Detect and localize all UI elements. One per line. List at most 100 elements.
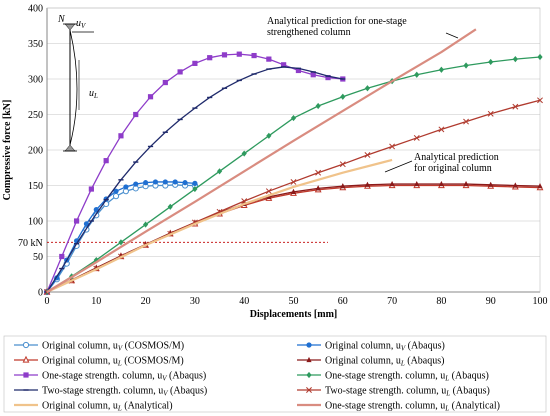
legend-item-3: Original column, uL (Abaqus) <box>297 356 444 368</box>
inset-ul-label: uL <box>89 88 98 100</box>
legend-marker <box>22 355 30 363</box>
data-point <box>192 180 198 186</box>
data-point <box>364 181 371 187</box>
series-line <box>46 184 195 293</box>
legend-marker <box>306 356 312 363</box>
series-0 <box>43 181 198 296</box>
x-tick-label: 40 <box>239 296 249 307</box>
y-tick-label: 150 <box>28 181 43 192</box>
series-8 <box>46 158 393 293</box>
legend-item-0: Original column, uV (COSMOS/M) <box>14 341 184 353</box>
legend-item-8: Original column, uL (Analytical) <box>14 401 173 413</box>
data-point <box>207 55 213 61</box>
x-tick-label: 30 <box>190 296 200 307</box>
series-line <box>46 158 393 293</box>
data-point <box>251 52 257 59</box>
annotation-text: strengthened column <box>267 27 351 38</box>
legend-item-2: Original column, uL (COSMOS/M) <box>14 356 184 368</box>
data-point <box>118 133 124 139</box>
series-line <box>46 181 195 293</box>
data-point <box>265 188 272 195</box>
legend: Original column, uV (COSMOS/M) Original c… <box>3 335 547 413</box>
data-point <box>310 72 316 78</box>
data-point <box>192 185 198 193</box>
data-point <box>133 181 139 187</box>
y-tick-label: 200 <box>28 146 43 157</box>
data-point <box>389 143 396 150</box>
series-3 <box>44 180 543 295</box>
series-line <box>46 184 541 293</box>
data-point <box>133 111 139 118</box>
data-point <box>143 221 149 228</box>
data-point <box>83 221 90 227</box>
series-9 <box>46 28 477 293</box>
legend-label: One-stage strength. column, uL (Abaqus) <box>325 371 489 383</box>
series-line <box>46 183 541 293</box>
annotation-text: Analytical prediction <box>414 152 499 163</box>
series-2 <box>43 181 544 295</box>
data-point <box>290 188 297 194</box>
series-4 <box>44 51 346 295</box>
data-point <box>266 56 272 62</box>
series-group <box>43 28 544 296</box>
data-point <box>143 180 149 186</box>
legend-label: Original column, uV (Abaqus) <box>325 341 445 353</box>
data-point <box>537 97 543 104</box>
data-point <box>113 188 119 194</box>
data-point <box>216 168 223 175</box>
legend-item-1: Original column, uV (Abaqus) <box>297 341 445 353</box>
x-tick-label: 10 <box>91 296 101 307</box>
x-tick-label: 0 <box>45 296 50 307</box>
data-point <box>236 51 242 57</box>
legend-label: Original column, uL (Analytical) <box>42 401 173 413</box>
grid <box>47 7 540 293</box>
y-axis-label: Compressive force [kN] <box>2 100 13 201</box>
data-point <box>438 126 445 133</box>
data-point <box>281 62 287 68</box>
data-point <box>488 58 494 66</box>
annotations: Analytical prediction for one-stagestren… <box>267 16 499 174</box>
data-point <box>339 161 346 168</box>
data-point <box>364 85 371 92</box>
reference-line-70kn: 70 kN <box>18 238 329 249</box>
annotation-text: for original column <box>414 163 492 174</box>
data-point <box>537 183 543 189</box>
x-tick-label: 20 <box>141 296 151 307</box>
x-tick-label: 100 <box>533 296 548 307</box>
top-support <box>64 23 76 31</box>
bottom-support <box>64 144 76 152</box>
series-6 <box>44 66 346 293</box>
x-tick-label: 90 <box>486 296 496 307</box>
legend-label: Original column, uL (Abaqus) <box>325 356 444 368</box>
legend-marker <box>22 341 30 349</box>
x-tick-label: 70 <box>387 296 397 307</box>
legend-marker <box>306 387 312 393</box>
data-point <box>438 66 444 73</box>
data-point <box>73 218 80 224</box>
data-point <box>182 180 188 186</box>
data-point <box>512 56 518 63</box>
y-tick-label: 350 <box>28 39 43 50</box>
data-point <box>147 94 154 100</box>
data-point <box>290 178 297 185</box>
legend-label: Two-stage strength. column, uL (Abaqus) <box>325 386 490 398</box>
plot-frame <box>46 7 541 293</box>
y-tick-label: 50 <box>33 252 43 263</box>
data-point <box>364 152 371 158</box>
data-point <box>315 102 321 110</box>
data-point <box>315 185 321 191</box>
data-point <box>463 62 469 69</box>
data-point <box>112 193 120 200</box>
x-tick-label: 50 <box>289 296 299 307</box>
y-tick-label: 400 <box>28 4 43 15</box>
data-point <box>389 180 395 187</box>
data-point <box>88 186 94 192</box>
legend-item-4: One-stage strength. column, uV (Abaqus) <box>14 371 206 383</box>
legend-label: One-stage strength. column, uL (Analytic… <box>325 401 500 413</box>
data-point <box>487 110 494 117</box>
data-point <box>537 53 543 61</box>
legend-item-9: One-stage strength. column, uL (Analytic… <box>297 401 500 413</box>
legend-marker <box>23 372 29 378</box>
legend-item-5: One-stage strength. column, uL (Abaqus) <box>297 371 489 383</box>
